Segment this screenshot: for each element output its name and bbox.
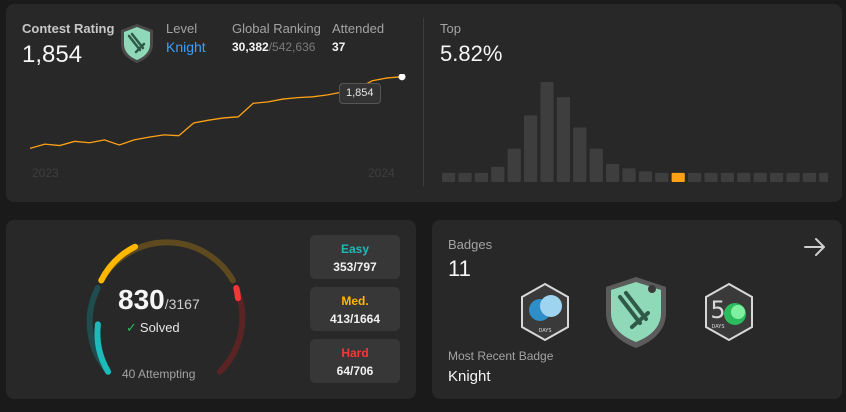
histogram-bar[interactable] [770,172,784,182]
arrow-right-icon[interactable] [802,234,828,260]
badges-label: Badges [448,237,493,252]
histogram-bar[interactable] [507,148,521,182]
hard-label: Hard [341,346,369,360]
global-ranking-label: Global Ranking [232,21,321,36]
histogram-bar[interactable] [638,171,652,182]
histogram-bar[interactable] [442,172,456,182]
badges-count: 11 [448,256,471,281]
histogram-bar-current[interactable] [671,172,685,182]
solved-progress-gauge [86,239,246,375]
check-icon: ✓ [126,320,137,335]
histogram-bar[interactable] [802,172,816,182]
medium-progress-arc [98,243,139,284]
histogram-bar[interactable] [556,97,570,182]
medium-value: 413/1664 [329,312,381,326]
global-ranking-position: 30,382 [232,40,269,54]
svg-text:DAYS: DAYS [538,328,551,334]
most-recent-badge-value: Knight [448,368,491,385]
histogram-bar[interactable] [737,172,751,182]
histogram-bar[interactable] [819,172,828,182]
attempting-count: 40 Attempting [122,367,196,381]
histogram-bar[interactable] [491,166,505,182]
easy-label: Easy [340,242,370,256]
attended-value: 37 [332,40,346,54]
contest-rating-value: 1,854 [22,41,83,68]
histogram-bar[interactable] [720,172,734,182]
divider [423,18,424,186]
global-ranking-value: 30,382/542,636 [232,40,315,54]
histogram-bar[interactable] [606,163,620,182]
hard-progress-arc [233,285,241,302]
medium-stat-box[interactable]: Med. 413/1664 [310,287,400,331]
top-percent-value: 5.82% [440,41,503,66]
days-badge-icon[interactable]: DAYS [518,282,572,342]
rating-tooltip: 1,854 [339,83,381,104]
histogram-bar[interactable] [474,172,488,182]
histogram-bar[interactable] [458,172,472,182]
medium-label: Med. [341,294,369,308]
solved-count: 830/3167 [118,284,200,316]
top-percent-label: Top [440,21,461,36]
most-recent-badge-label: Most Recent Badge [448,349,554,363]
knight-badge-icon[interactable] [602,275,670,350]
year-end-label: 2024 [368,166,395,180]
medium-track-arc [98,239,236,284]
histogram-bar[interactable] [753,172,767,182]
solved-total: /3167 [164,296,200,312]
badges-card: Badges 11 DAYS 5 DAYS Most Recent Badge … [432,220,842,399]
easy-value: 353/797 [333,260,377,274]
histogram-bar[interactable] [573,127,587,182]
histogram-bar[interactable] [704,172,718,182]
solved-label: ✓ Solved [126,320,180,336]
svg-text:DAYS: DAYS [711,324,724,330]
year-start-label: 2023 [32,166,59,180]
level-label: Level [166,21,198,36]
histogram-bar[interactable] [655,172,669,182]
attended-label: Attended [332,21,385,36]
histogram-bar[interactable] [589,148,603,182]
histogram-bar[interactable] [622,168,636,182]
level-value[interactable]: Knight [166,39,206,55]
histogram-bar[interactable] [786,172,800,182]
solved-label-text: Solved [139,320,180,335]
hard-value: 64/706 [336,364,374,378]
solved-problems-card: 830/3167 ✓ Solved 40 Attempting Easy 353/… [6,220,416,399]
easy-progress-arc [94,321,112,375]
hard-stat-box[interactable]: Hard 64/706 [310,339,400,383]
solved-count-value: 830 [118,284,165,315]
histogram-bar[interactable] [540,82,554,182]
rating-current-point[interactable] [398,74,406,81]
knight-level-icon [121,24,153,63]
histogram-bar[interactable] [688,172,702,182]
global-ranking-total: /542,636 [268,40,316,54]
histogram-bar[interactable] [524,115,538,182]
svg-text:5: 5 [710,296,725,324]
contest-rating-label: Contest Rating [22,21,115,36]
rating-distribution-histogram[interactable] [442,74,828,184]
fifty-days-badge-icon[interactable]: 5 DAYS [702,282,756,342]
contest-rating-card: Contest Rating 1,854 Level Knight Global… [6,4,842,202]
easy-stat-box[interactable]: Easy 353/797 [310,235,400,279]
